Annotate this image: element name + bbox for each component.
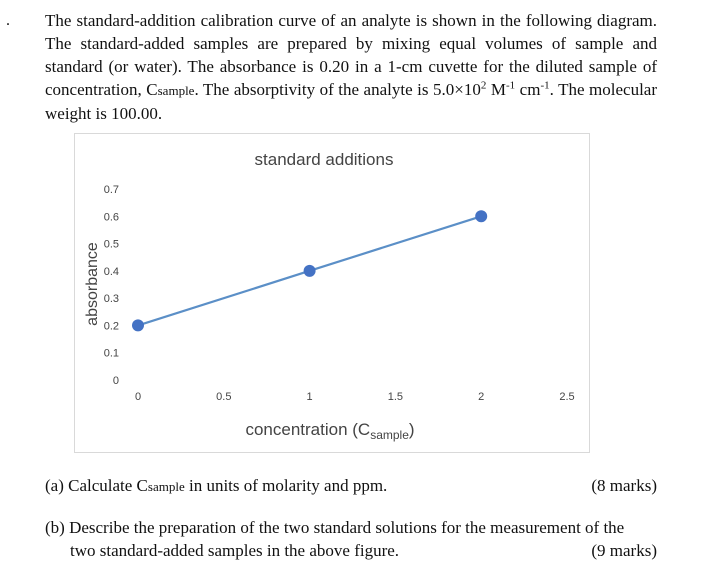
x-tick-label: 2.5 (559, 391, 574, 403)
y-tick-label: 0 (113, 375, 119, 387)
y-tick-label: 0.4 (104, 266, 119, 278)
y-tick-label: 0.1 (104, 348, 119, 360)
x-tick-label: 0.5 (216, 391, 231, 403)
standard-additions-chart: standard additions absorbance concentrat… (84, 150, 575, 442)
y-tick-label: 0.5 (104, 239, 119, 251)
question-b-marks: (9 marks) (591, 541, 657, 560)
chart-title: standard additions (255, 150, 394, 169)
data-point (132, 319, 144, 332)
chart-area: standard additions absorbance concentrat… (74, 133, 590, 453)
data-point (475, 210, 488, 223)
x-axis-label: concentration (Csample) (245, 420, 414, 442)
x-tick-label: 1.5 (388, 391, 403, 403)
y-tick-label: 0.3 (104, 293, 119, 305)
intro-line-4: of concentration, Csample. The absorptiv… (45, 57, 657, 99)
x-tick-label: 0 (135, 391, 141, 403)
y-tick-label: 0.2 (104, 320, 119, 332)
intro-line-2: diagram. The standard-added samples are … (45, 11, 657, 53)
x-tick-label: 2 (478, 391, 484, 403)
y-tick-label: 0.6 (104, 211, 119, 223)
problem-statement: The standard-addition calibration curve … (45, 9, 657, 125)
question-b-line-2: two standard-added samples in the above … (70, 541, 400, 560)
intro-line-5: molecular weight is 100.00. (45, 80, 657, 123)
question-b: (b) Describe the preparation of the two … (45, 516, 657, 562)
intro-line-1: The standard-addition calibration curve … (45, 11, 592, 30)
question-a: (a) Calculate Csample in units of molari… (45, 476, 657, 495)
y-axis-label: absorbance (84, 242, 101, 326)
x-tick-label: 1 (307, 391, 313, 403)
question-a-marks: (8 marks) (591, 476, 657, 495)
bullet-marker: . (6, 12, 10, 29)
intro-line-3: and standard (or water). The absorbance … (45, 34, 658, 76)
y-tick-label: 0.7 (104, 184, 119, 196)
data-point (303, 264, 316, 277)
question-b-line-1: (b) Describe the preparation of the two … (45, 518, 625, 537)
